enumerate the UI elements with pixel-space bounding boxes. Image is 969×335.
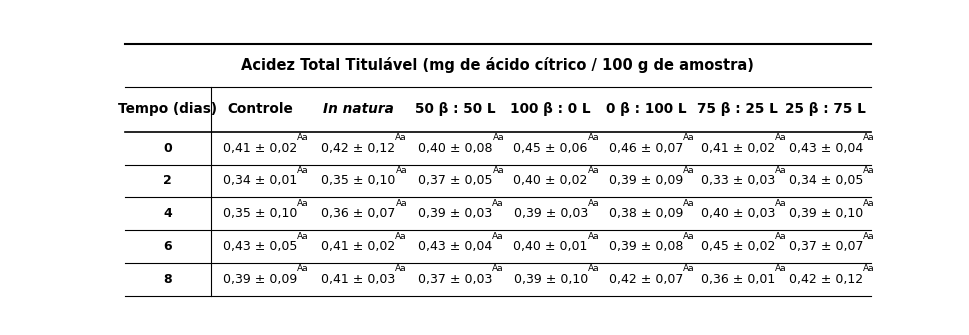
Text: Aa: Aa	[588, 133, 600, 142]
Text: 0,34 ± 0,05: 0,34 ± 0,05	[789, 175, 863, 187]
Text: 0: 0	[164, 142, 172, 155]
Text: Tempo (dias): Tempo (dias)	[118, 102, 217, 116]
Text: Aa: Aa	[395, 199, 407, 208]
Text: 0,37 ± 0,05: 0,37 ± 0,05	[418, 175, 492, 187]
Text: Aa: Aa	[588, 166, 600, 175]
Text: Aa: Aa	[683, 166, 695, 175]
Text: Aa: Aa	[683, 199, 695, 208]
Text: 0,39 ± 0,10: 0,39 ± 0,10	[514, 273, 588, 286]
Text: Aa: Aa	[297, 166, 308, 175]
Text: Aa: Aa	[775, 264, 787, 273]
Text: 0,45 ± 0,06: 0,45 ± 0,06	[514, 142, 588, 155]
Text: 0,34 ± 0,01: 0,34 ± 0,01	[223, 175, 297, 187]
Text: 0,39 ± 0,03: 0,39 ± 0,03	[514, 207, 588, 220]
Text: 0,37 ± 0,07: 0,37 ± 0,07	[789, 240, 863, 253]
Text: Aa: Aa	[775, 166, 787, 175]
Text: 100 β : 0 L: 100 β : 0 L	[511, 102, 591, 116]
Text: Aa: Aa	[863, 166, 875, 175]
Text: 0,42 ± 0,12: 0,42 ± 0,12	[322, 142, 395, 155]
Text: 0,41 ± 0,02: 0,41 ± 0,02	[701, 142, 775, 155]
Text: Aa: Aa	[492, 231, 504, 241]
Text: Aa: Aa	[395, 133, 407, 142]
Text: 0,45 ± 0,02: 0,45 ± 0,02	[701, 240, 775, 253]
Text: 4: 4	[164, 207, 172, 220]
Text: 0,39 ± 0,09: 0,39 ± 0,09	[609, 175, 683, 187]
Text: 0 β : 100 L: 0 β : 100 L	[606, 102, 686, 116]
Text: Aa: Aa	[297, 133, 308, 142]
Text: 0,42 ± 0,07: 0,42 ± 0,07	[609, 273, 683, 286]
Text: Aa: Aa	[297, 231, 309, 241]
Text: 6: 6	[164, 240, 172, 253]
Text: Aa: Aa	[492, 166, 504, 175]
Text: Aa: Aa	[863, 133, 875, 142]
Text: 0,39 ± 0,09: 0,39 ± 0,09	[223, 273, 297, 286]
Text: Aa: Aa	[863, 231, 875, 241]
Text: Aa: Aa	[492, 133, 504, 142]
Text: Aa: Aa	[588, 199, 600, 208]
Text: 0,37 ± 0,03: 0,37 ± 0,03	[418, 273, 492, 286]
Text: 50 β : 50 L: 50 β : 50 L	[415, 102, 495, 116]
Text: Aa: Aa	[588, 231, 600, 241]
Text: 25 β : 75 L: 25 β : 75 L	[786, 102, 866, 116]
Text: Aa: Aa	[863, 199, 875, 208]
Text: Aa: Aa	[863, 264, 875, 273]
Text: 0,43 ± 0,05: 0,43 ± 0,05	[223, 240, 297, 253]
Text: Aa: Aa	[492, 199, 504, 208]
Text: Aa: Aa	[683, 231, 695, 241]
Text: Aa: Aa	[775, 133, 787, 142]
Text: Aa: Aa	[775, 199, 787, 208]
Text: Aa: Aa	[297, 264, 308, 273]
Text: 75 β : 25 L: 75 β : 25 L	[698, 102, 778, 116]
Text: 0,33 ± 0,03: 0,33 ± 0,03	[701, 175, 775, 187]
Text: Aa: Aa	[395, 264, 407, 273]
Text: 0,42 ± 0,12: 0,42 ± 0,12	[789, 273, 863, 286]
Text: In natura: In natura	[323, 102, 393, 116]
Text: 0,41 ± 0,02: 0,41 ± 0,02	[223, 142, 297, 155]
Text: 0,35 ± 0,10: 0,35 ± 0,10	[223, 207, 297, 220]
Text: 0,40 ± 0,08: 0,40 ± 0,08	[418, 142, 492, 155]
Text: Aa: Aa	[683, 133, 695, 142]
Text: Aa: Aa	[492, 264, 504, 273]
Text: Aa: Aa	[775, 231, 787, 241]
Text: 2: 2	[164, 175, 172, 187]
Text: 0,41 ± 0,02: 0,41 ± 0,02	[321, 240, 395, 253]
Text: Aa: Aa	[297, 199, 309, 208]
Text: 0,43 ± 0,04: 0,43 ± 0,04	[789, 142, 863, 155]
Text: Aa: Aa	[588, 264, 600, 273]
Text: Aa: Aa	[683, 264, 695, 273]
Text: 0,39 ± 0,08: 0,39 ± 0,08	[609, 240, 683, 253]
Text: 0,43 ± 0,04: 0,43 ± 0,04	[418, 240, 492, 253]
Text: 0,36 ± 0,01: 0,36 ± 0,01	[701, 273, 775, 286]
Text: 0,39 ± 0,10: 0,39 ± 0,10	[789, 207, 863, 220]
Text: 0,40 ± 0,02: 0,40 ± 0,02	[514, 175, 588, 187]
Text: 0,40 ± 0,01: 0,40 ± 0,01	[514, 240, 588, 253]
Text: Aa: Aa	[395, 166, 407, 175]
Text: 0,46 ± 0,07: 0,46 ± 0,07	[609, 142, 683, 155]
Text: Controle: Controle	[227, 102, 293, 116]
Text: 0,41 ± 0,03: 0,41 ± 0,03	[321, 273, 395, 286]
Text: Acidez Total Titulável (mg de ácido cítrico / 100 g de amostra): Acidez Total Titulável (mg de ácido cítr…	[241, 57, 754, 73]
Text: 0,38 ± 0,09: 0,38 ± 0,09	[609, 207, 683, 220]
Text: 0,39 ± 0,03: 0,39 ± 0,03	[418, 207, 492, 220]
Text: 0,40 ± 0,03: 0,40 ± 0,03	[701, 207, 775, 220]
Text: 0,36 ± 0,07: 0,36 ± 0,07	[321, 207, 395, 220]
Text: 0,35 ± 0,10: 0,35 ± 0,10	[321, 175, 395, 187]
Text: Aa: Aa	[395, 231, 407, 241]
Text: 8: 8	[164, 273, 172, 286]
